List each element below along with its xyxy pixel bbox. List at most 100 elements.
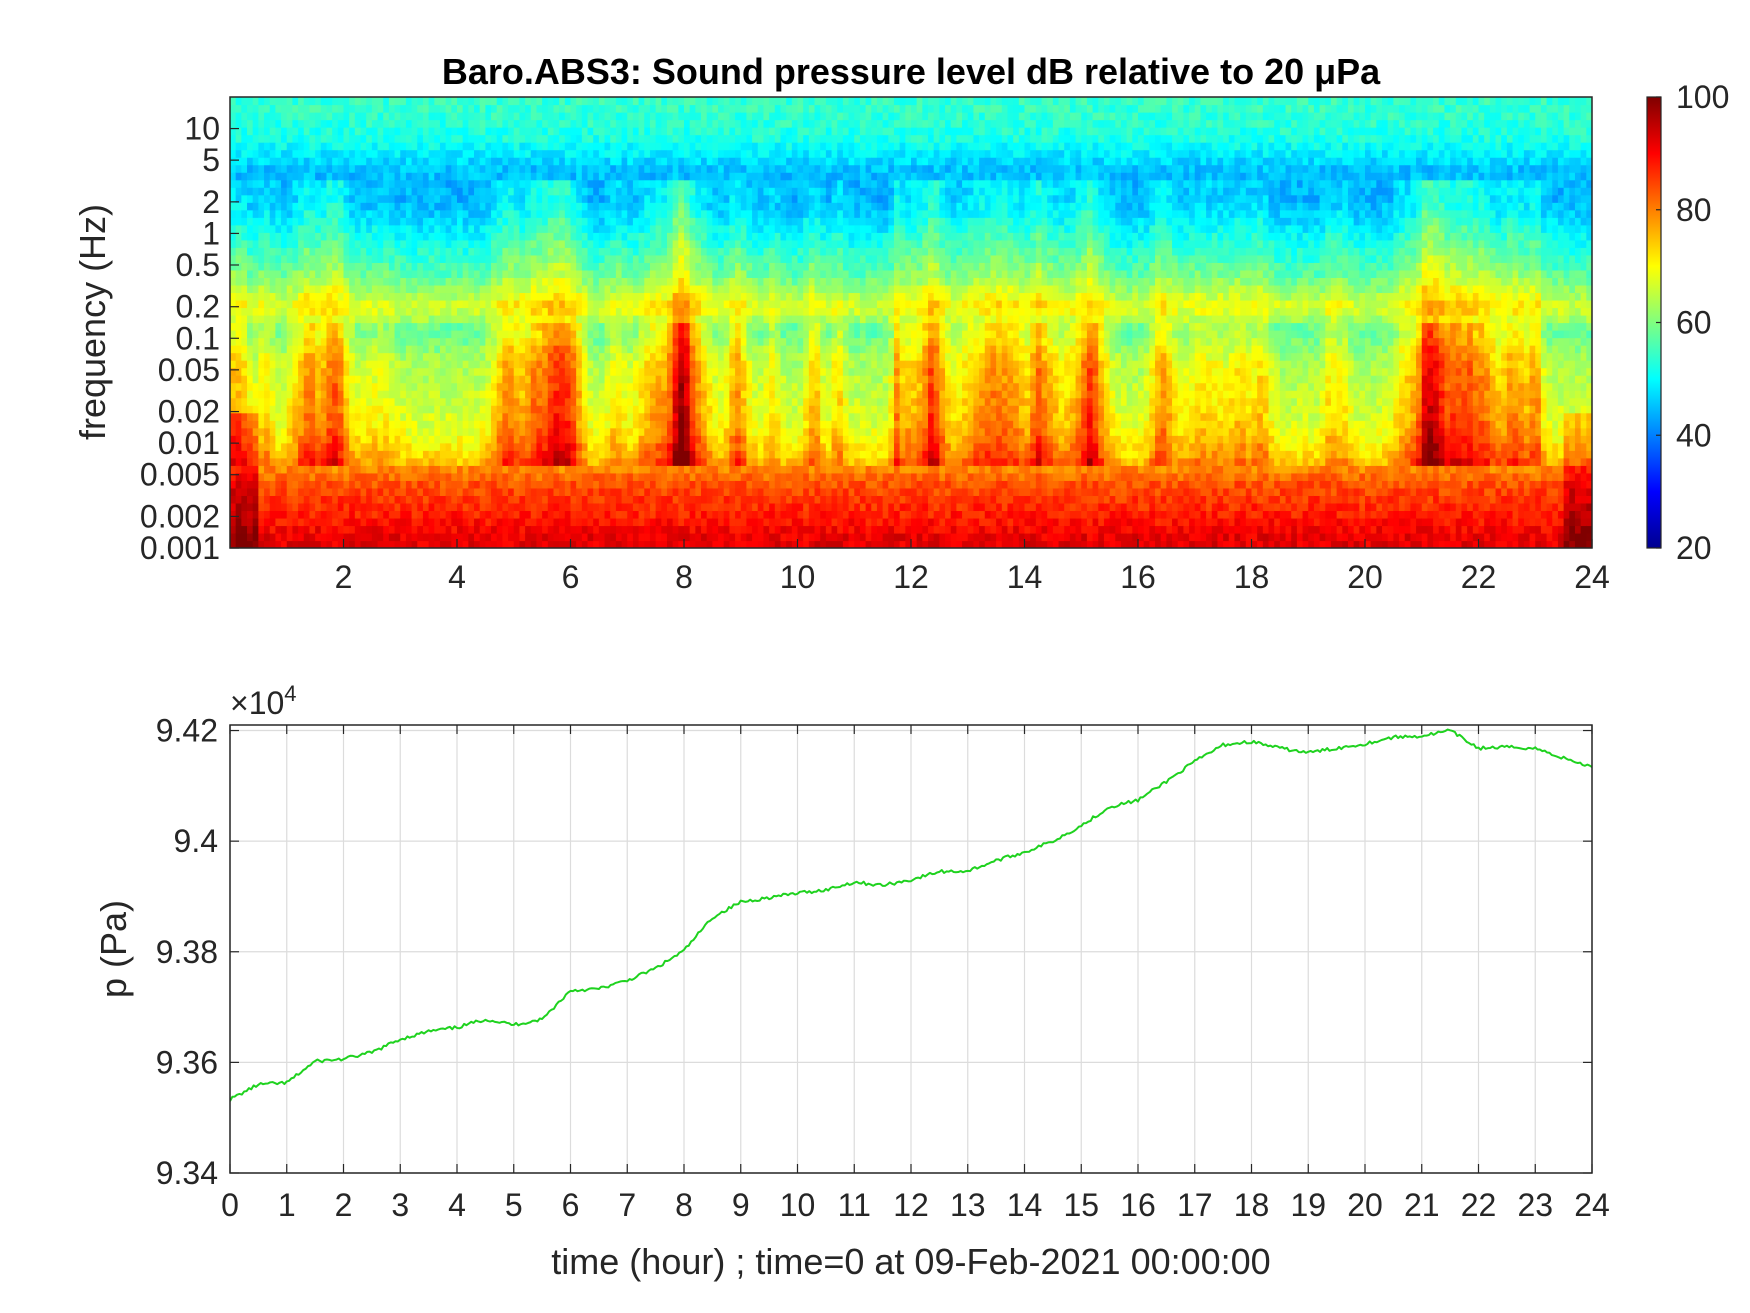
spectrogram-cell xyxy=(496,164,503,173)
spectrogram-cell xyxy=(360,232,367,241)
spectrogram-cell xyxy=(332,172,339,181)
spectrogram-cell xyxy=(474,292,481,301)
spectrogram-cell xyxy=(593,330,600,339)
spectrogram-cell xyxy=(417,532,424,542)
spectrogram-cell xyxy=(638,134,645,143)
spectrogram-cell xyxy=(564,254,572,263)
spectrogram-cell xyxy=(644,502,651,512)
spectrogram-cell xyxy=(462,187,469,196)
spectrogram-cell xyxy=(439,532,447,542)
spectrogram-cell xyxy=(400,262,407,271)
spectrogram-cell xyxy=(326,247,333,256)
spectrogram-cell xyxy=(303,397,311,406)
spectrogram-cell xyxy=(519,495,526,504)
spectrogram-cell xyxy=(615,232,623,241)
spectrogram-cell xyxy=(542,157,549,166)
spectrogram-cell xyxy=(508,262,515,271)
spectrogram-cell xyxy=(439,187,447,196)
spectrogram-cell xyxy=(632,179,640,188)
spectrogram-cell xyxy=(615,390,623,399)
spectrogram-cell xyxy=(570,104,577,113)
spectrogram-cell xyxy=(332,330,339,339)
spectrogram-cell xyxy=(292,104,299,113)
spectrogram-cell xyxy=(496,112,503,121)
spectrogram-cell xyxy=(337,420,345,429)
spectrogram-cell xyxy=(457,187,464,196)
spectrogram-cell xyxy=(627,442,634,451)
spectrogram-cell xyxy=(570,435,577,444)
spectrogram-cell xyxy=(422,345,430,354)
spectrogram-cell xyxy=(655,112,662,121)
spectrogram-cell xyxy=(678,382,685,391)
spectrogram-cell xyxy=(553,397,560,406)
spectrogram-cell xyxy=(388,179,396,188)
spectrogram-cell xyxy=(457,157,464,166)
spectrogram-cell xyxy=(354,502,362,512)
spectrogram-cell xyxy=(468,412,475,421)
spectrogram-cell xyxy=(508,450,515,459)
spectrogram-cell xyxy=(525,382,532,391)
spectrogram-cell xyxy=(468,360,475,369)
spectrogram-cell xyxy=(604,427,611,436)
spectrogram-cell xyxy=(519,397,526,406)
spectrogram-cell xyxy=(383,97,390,106)
spectrogram-cell xyxy=(417,517,424,527)
spectrogram-cell xyxy=(513,337,521,346)
spectrogram-cell xyxy=(491,277,498,286)
spectrogram-cell xyxy=(695,382,702,391)
spectrogram-cell xyxy=(394,157,401,166)
spectrogram-cell xyxy=(462,360,469,369)
spectrogram-cell xyxy=(615,247,623,256)
spectrogram-cell xyxy=(610,172,617,181)
spectrogram-cell xyxy=(496,405,503,414)
spectrogram-cell xyxy=(247,397,254,406)
spectrogram-cell xyxy=(581,224,589,233)
spectrogram-cell xyxy=(638,224,645,233)
spectrogram-cell xyxy=(258,224,265,233)
spectrogram-cell xyxy=(513,495,521,504)
spectrogram-cell xyxy=(508,540,515,548)
spectrogram-cell xyxy=(292,420,299,429)
spectrogram-cell xyxy=(598,345,606,354)
spectrogram-cell xyxy=(485,119,492,128)
spectrogram-cell xyxy=(411,202,418,211)
spectrogram-cell xyxy=(434,510,441,519)
spectrogram-cell xyxy=(632,269,640,278)
spectrogram-cell xyxy=(247,330,254,339)
spectrogram-cell xyxy=(247,172,254,181)
spectrogram-cell xyxy=(298,457,305,466)
spectrogram-cell xyxy=(666,239,674,248)
spectrogram-cell xyxy=(593,142,600,151)
spectrogram-cell xyxy=(678,277,685,286)
spectrogram-cell xyxy=(485,525,492,534)
spectrogram-cell xyxy=(547,540,555,548)
spectrogram-cell xyxy=(417,194,424,203)
spectrogram-cell xyxy=(258,435,265,444)
spectrogram-cell xyxy=(405,239,413,248)
spectrogram-cell xyxy=(519,412,526,421)
spectrogram-cell xyxy=(519,232,526,241)
spectrogram-cell xyxy=(337,457,345,466)
spectrogram-cell xyxy=(405,194,413,203)
spectrogram-cell xyxy=(502,119,509,128)
spectrogram-cell xyxy=(269,330,276,339)
spectrogram-cell xyxy=(576,397,583,406)
spectrogram-cell xyxy=(593,149,600,158)
spectrogram-cell xyxy=(315,472,322,481)
spectrogram-cell xyxy=(388,382,396,391)
spectrogram-cell xyxy=(366,127,373,136)
spectrogram-cell xyxy=(587,510,594,519)
spectrogram-cell xyxy=(405,367,413,376)
spectrogram-cell xyxy=(434,360,441,369)
spectrogram-cell xyxy=(632,119,640,128)
spectrogram-cell xyxy=(434,172,441,181)
spectrogram-cell xyxy=(621,277,628,286)
spectrogram-cell xyxy=(457,224,464,233)
spectrogram-cell xyxy=(644,112,651,121)
spectrogram-cell xyxy=(689,375,696,384)
spectrogram-cell xyxy=(513,217,521,226)
spectrogram-cell xyxy=(264,127,271,136)
spectrogram-cell xyxy=(530,119,538,128)
spectrogram-cell xyxy=(570,299,577,309)
spectrogram-cell xyxy=(502,330,509,339)
